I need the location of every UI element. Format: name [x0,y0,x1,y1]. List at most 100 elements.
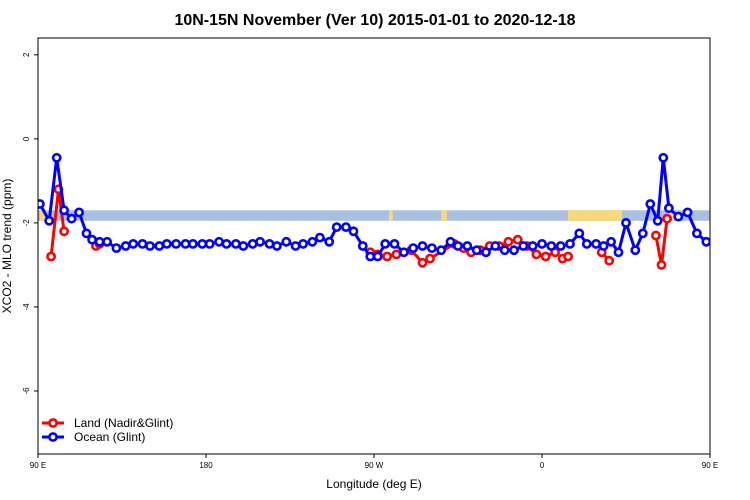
ocean-point [731,240,738,247]
ocean-point [518,241,529,251]
ocean-point [436,245,447,256]
ocean-point [102,236,112,247]
land-point [540,251,551,262]
ocean-point [598,241,609,251]
ocean-point [445,236,456,247]
ocean-point [154,241,165,251]
land-line [727,189,740,256]
land-point [731,186,738,193]
ocean-point [120,241,131,251]
ocean-point [380,238,391,249]
ocean-point [658,152,669,163]
ocean-point [38,199,45,209]
legend-ocean-label: Ocean (Glint) [74,430,145,444]
ocean-point [664,203,674,214]
ocean-point [692,228,702,239]
ocean-point [324,236,335,247]
ocean-point [453,241,463,251]
ocean-point [389,238,400,249]
ocean-point [537,238,547,249]
legend-land-label: Land (Nadir&Glint) [74,416,173,430]
band-land-segment [568,210,623,221]
band-land-segment [39,210,48,221]
ocean-point [574,228,585,239]
ocean-point [238,241,249,251]
legend-land-marker [48,418,58,428]
ocean-point [408,243,419,253]
ocean-point [637,228,648,239]
ocean-point [565,238,575,249]
ocean-point [417,241,428,251]
ocean-point [490,241,501,251]
ocean-point [171,238,181,249]
x-tick-label: 90 E [30,461,46,470]
chart-title: 10N-15N November (Ver 10) 2015-01-01 to … [174,12,575,29]
land-point [46,251,56,262]
ocean-point [348,226,359,237]
band-land-segment [441,210,447,221]
band-ocean [38,210,710,221]
series-ocean [38,152,750,262]
ocean-point [94,236,105,247]
ocean-point [111,243,122,253]
ocean-point [673,211,684,222]
ocean-point [59,205,69,216]
ocean-point [66,213,77,224]
ocean-point [613,247,624,258]
land-point [651,230,661,241]
ocean-point [746,242,750,249]
ocean-point [718,245,725,252]
ocean-point [221,238,232,249]
y-axis-label: XCO2 - MLO trend (ppm) [0,179,14,314]
y-tick-label: -6 [22,387,31,395]
land-point [656,259,667,270]
ocean-point [161,238,172,249]
ocean-point [51,152,62,163]
ocean-point [682,207,693,218]
ocean-point [314,232,325,243]
x-tick-label: 180 [199,461,213,470]
legend-entry-ocean: Ocean (Glint) [42,430,145,444]
ocean-point [145,241,155,251]
x-axis: 90 E 180 90 W 0 90 E [30,454,718,470]
land-point [417,257,428,268]
ocean-point [708,238,710,245]
y-tick-label: 2 [22,52,31,57]
ocean-point [357,241,368,251]
ocean-point [591,238,601,249]
ocean-point [555,241,566,251]
ocean-point [398,247,409,258]
ocean-point [725,242,732,249]
land-point [425,253,435,264]
ocean-point [81,228,92,239]
land-point [723,253,730,260]
ocean-point [509,245,519,256]
band-land-segment [719,210,723,221]
ocean-point [621,217,631,228]
ocean-point [137,238,148,249]
x-tick-label: 90 E [702,461,718,470]
land-point [512,234,523,245]
ocean-point [307,236,318,247]
land-point [503,236,514,247]
ocean-point [738,240,745,247]
ocean-point [87,234,97,245]
ocean-point [372,251,383,262]
y-tick-label: 0 [22,136,31,141]
land-point [531,249,542,260]
ocean-point [527,241,538,251]
ocean-point [187,238,198,249]
series-layer [38,152,750,270]
ocean-point [44,215,55,226]
band-land-segment [388,210,393,221]
ocean-point [426,243,437,253]
ocean-point [645,199,656,209]
x-tick-label: 90 W [365,461,384,470]
ocean-point [341,222,351,232]
ocean-point [481,247,491,258]
ocean-point [546,241,557,251]
ocean-point [471,245,482,256]
ocean-point [204,238,215,249]
y-tick-label: -4 [22,303,31,311]
